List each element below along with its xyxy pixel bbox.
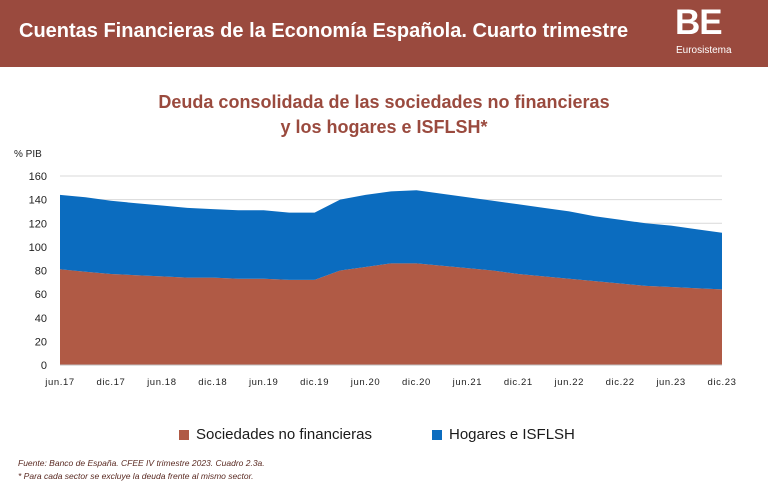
legend-swatch-sociedades bbox=[179, 429, 189, 440]
x-tick-label: dic.18 bbox=[198, 377, 227, 388]
x-tick-label: jun.22 bbox=[553, 377, 583, 388]
area-sociedades-no-financieras bbox=[60, 263, 722, 365]
source-footnote: Fuente: Banco de España. CFEE IV trimest… bbox=[18, 458, 265, 468]
x-tick-label: jun.23 bbox=[655, 377, 685, 388]
y-tick-label: 40 bbox=[35, 313, 47, 325]
exclusion-footnote: * Para cada sector se excluye la deuda f… bbox=[18, 471, 254, 481]
y-tick-label: 20 bbox=[35, 336, 47, 348]
legend-item-sociedades: Sociedades no financieras bbox=[179, 426, 372, 443]
legend-label-sociedades: Sociedades no financieras bbox=[196, 426, 372, 443]
x-tick-label: dic.23 bbox=[708, 377, 737, 388]
chart-legend: Sociedades no financieras Hogares e ISFL… bbox=[0, 426, 768, 448]
be-logo: BE bbox=[675, 3, 723, 42]
x-tick-label: dic.21 bbox=[504, 377, 533, 388]
y-tick-label: 120 bbox=[29, 218, 47, 230]
x-tick-label: dic.17 bbox=[96, 377, 125, 388]
report-title: Cuentas Financieras de la Economía Españ… bbox=[19, 20, 629, 42]
x-axis: jun.17 dic.17 jun.18 dic.18 jun.19 dic.19 jun.… bbox=[44, 364, 737, 388]
area-hogares-isflsh bbox=[60, 190, 722, 290]
legend-label-hogares: Hogares e ISFLSH bbox=[449, 426, 575, 443]
y-axis: 0 20 40 60 80 100 120 140 160 bbox=[29, 171, 47, 372]
y-tick-label: 160 bbox=[29, 171, 47, 183]
y-tick-label: 60 bbox=[35, 289, 47, 301]
y-axis-label: % PIB bbox=[14, 149, 42, 160]
y-tick-label: 100 bbox=[29, 242, 47, 254]
stacked-area-chart: 0 20 40 60 80 100 120 140 160 jun.17 dic.17 jun.18… bbox=[14, 149, 737, 388]
legend-swatch-hogares bbox=[432, 429, 442, 440]
eurosistema-logo-text: Eurosistema bbox=[676, 45, 732, 56]
chart-title-line1: Deuda consolidada de las sociedades no f… bbox=[158, 92, 610, 112]
y-tick-label: 0 bbox=[41, 360, 47, 372]
header-banner: Cuentas Financieras de la Economía Españ… bbox=[0, 0, 768, 67]
x-tick-label: jun.17 bbox=[44, 377, 74, 388]
x-tick-label: jun.19 bbox=[248, 377, 278, 388]
y-tick-label: 140 bbox=[29, 195, 47, 207]
chart-title-line2: y los hogares e ISFLSH* bbox=[280, 117, 488, 137]
x-tick-label: dic.22 bbox=[606, 377, 635, 388]
area-series bbox=[60, 190, 722, 365]
x-tick-label: dic.19 bbox=[300, 377, 329, 388]
legend-item-hogares: Hogares e ISFLSH bbox=[432, 426, 575, 443]
y-tick-label: 80 bbox=[35, 266, 47, 278]
x-tick-label: jun.18 bbox=[146, 377, 176, 388]
x-tick-label: dic.20 bbox=[402, 377, 431, 388]
x-tick-label: jun.20 bbox=[350, 377, 380, 388]
x-tick-label: jun.21 bbox=[452, 377, 482, 388]
